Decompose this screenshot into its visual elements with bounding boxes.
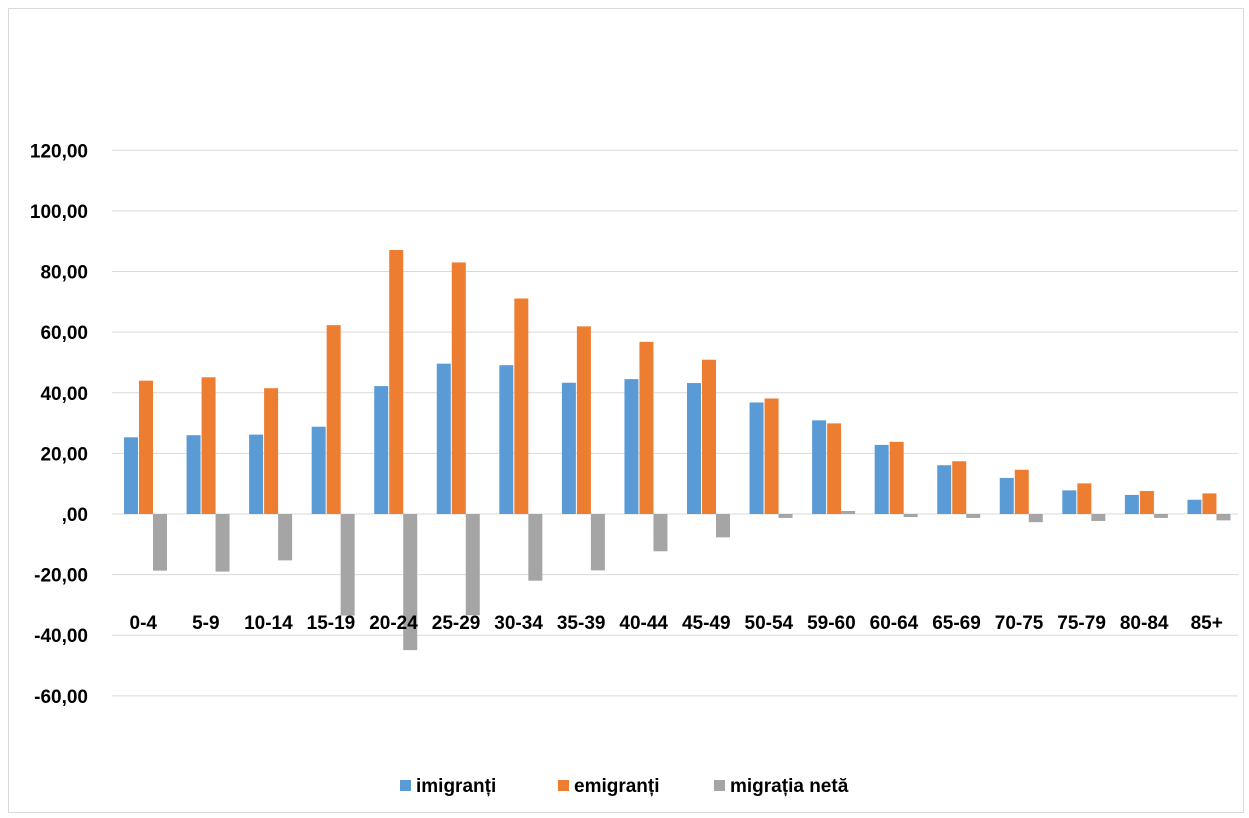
y-tick-label: 120,00 (30, 141, 88, 162)
category-label: 75-79 (1057, 613, 1106, 634)
category-label: 45-49 (682, 613, 731, 634)
y-axis-tick-labels: -60,00 -40,00 -20,00 ,00 20,00 40,00 60,00 80,0… (30, 141, 88, 708)
y-tick-label: -20,00 (34, 566, 88, 587)
category-label: 0-4 (130, 613, 158, 634)
bar-emigranți-25-29 (451, 262, 466, 514)
bar-emigranți-35-39 (576, 326, 591, 514)
legend-label: migrația netă (730, 776, 849, 797)
category-label: 40-44 (619, 613, 668, 634)
legend-label: imigranți (416, 776, 496, 797)
bar-imigranți-85+ (1187, 499, 1202, 514)
bar-migrația-netă-45-49 (716, 514, 730, 538)
bar-migrația-netă-59-60 (841, 510, 856, 514)
bar-imigranți-25-29 (436, 363, 451, 514)
bar-emigranți-80-84 (1139, 490, 1154, 514)
bars (124, 249, 1231, 651)
y-tick-label: 100,00 (30, 202, 88, 223)
bar-imigranți-45-49 (687, 383, 701, 514)
category-label: 20-24 (369, 613, 418, 634)
bar-imigranți-80-84 (1124, 494, 1139, 514)
bar-imigranți-60-64 (874, 444, 889, 514)
category-label: 65-69 (932, 613, 981, 634)
bar-migrația-netă-50-54 (778, 514, 793, 518)
bar-migrația-netă-60-64 (903, 514, 918, 518)
bar-emigranți-60-64 (889, 441, 904, 514)
category-label: 30-34 (494, 613, 543, 634)
bar-imigranți-20-24 (374, 386, 389, 514)
y-tick-label: 60,00 (40, 323, 88, 344)
legend-swatch (400, 780, 411, 791)
bar-emigranți-70-75 (1014, 469, 1029, 514)
bar-migrația-netă-20-24 (403, 514, 418, 651)
legend-label: emigranți (574, 776, 660, 797)
bar-emigranți-50-54 (764, 398, 779, 514)
category-label: 85+ (1191, 613, 1223, 634)
bar-imigranți-75-79 (1062, 490, 1077, 514)
category-label: 5-9 (192, 613, 219, 634)
category-labels: 0-4 5-9 10-14 15-19 20-24 25-29 30-34 35-39 40-4… (130, 613, 1223, 634)
bar-emigranți-59-60 (827, 423, 842, 514)
bar-migrația-netă-80-84 (1153, 514, 1168, 518)
bar-imigranți-35-39 (561, 382, 576, 514)
gridlines (112, 149, 1238, 697)
bar-emigranți-40-44 (639, 341, 654, 514)
bar-imigranți-70-75 (999, 477, 1014, 514)
category-label: 70-75 (995, 613, 1044, 634)
bar-imigranți-0-4 (124, 437, 138, 514)
legend-swatch (558, 780, 569, 791)
bar-migrația-netă-40-44 (653, 514, 668, 552)
bar-imigranți-59-60 (812, 420, 827, 514)
bar-emigranți-85+ (1202, 493, 1217, 514)
y-tick-label: ,00 (62, 505, 88, 526)
bar-emigranți-5-9 (201, 377, 216, 514)
bar-migrația-netă-65-69 (966, 514, 981, 518)
category-label: 60-64 (870, 613, 919, 634)
bar-imigranți-10-14 (249, 434, 264, 514)
category-label: 15-19 (307, 613, 356, 634)
bar-imigranți-65-69 (937, 465, 952, 514)
bar-migrația-netă-85+ (1216, 514, 1231, 521)
y-tick-label: 20,00 (40, 444, 88, 465)
bar-emigranți-20-24 (389, 249, 404, 515)
bar-migrația-netă-35-39 (590, 514, 605, 571)
legend-swatch (714, 780, 725, 791)
category-label: 35-39 (557, 613, 606, 634)
y-tick-label: -60,00 (34, 687, 88, 708)
category-label: 80-84 (1120, 613, 1169, 634)
legend: imigranți emigranți migrația netă (400, 776, 849, 797)
bar-imigranți-30-34 (499, 365, 514, 514)
category-label: 59-60 (807, 613, 856, 634)
y-tick-label: -40,00 (34, 626, 88, 647)
bar-migrația-netă-5-9 (215, 514, 230, 572)
bar-imigranți-50-54 (749, 402, 764, 514)
bar-emigranți-15-19 (326, 325, 341, 514)
category-label: 50-54 (745, 613, 794, 634)
bar-migrația-netă-10-14 (278, 514, 293, 561)
bar-emigranți-0-4 (139, 380, 153, 514)
bar-migrația-netă-25-29 (465, 514, 480, 616)
bar-migrația-netă-75-79 (1091, 514, 1106, 521)
category-label: 10-14 (244, 613, 293, 634)
bar-imigranți-40-44 (624, 379, 639, 514)
y-tick-label: 80,00 (40, 263, 88, 284)
category-label: 25-29 (432, 613, 481, 634)
bar-migrația-netă-0-4 (153, 514, 167, 571)
bar-emigranți-30-34 (514, 298, 529, 514)
bar-emigranți-75-79 (1077, 483, 1092, 514)
bar-migrația-netă-30-34 (528, 514, 543, 581)
y-tick-label: 40,00 (40, 384, 88, 405)
bar-imigranți-15-19 (311, 426, 326, 514)
bar-migrația-netă-15-19 (340, 514, 355, 616)
bar-emigranți-10-14 (264, 388, 279, 514)
bar-emigranți-45-49 (702, 359, 716, 514)
bar-migrația-netă-70-75 (1028, 514, 1043, 523)
bar-emigranți-65-69 (952, 461, 967, 514)
bar-imigranți-5-9 (186, 435, 201, 514)
